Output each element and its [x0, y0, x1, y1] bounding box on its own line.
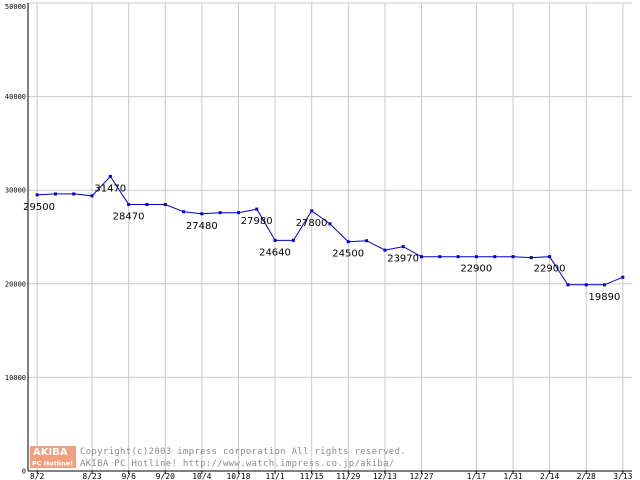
- grid: [28, 2, 632, 471]
- y-tick-label: 50000: [5, 3, 26, 11]
- x-tick-label: 9/6: [121, 472, 136, 480]
- data-label: 31470: [94, 183, 126, 194]
- data-point: [420, 255, 424, 259]
- data-label: 27980: [241, 216, 273, 227]
- data-label: 19890: [589, 292, 621, 303]
- data-point: [346, 240, 350, 244]
- x-tick-label: 1/31: [503, 472, 522, 480]
- x-tick-label: 12/27: [409, 472, 433, 480]
- data-label: 27800: [296, 218, 328, 229]
- data-point: [401, 245, 405, 249]
- data-label: 28470: [113, 212, 145, 223]
- x-tick-label: 10/18: [226, 472, 250, 480]
- akiba-logo-box: [30, 446, 76, 468]
- data-point: [584, 283, 588, 287]
- data-point: [621, 275, 625, 279]
- data-points: [35, 174, 625, 287]
- data-point: [35, 193, 39, 197]
- data-point: [529, 256, 533, 260]
- y-tick-label: 10000: [5, 374, 26, 382]
- data-labels: 29500 31470 28470 27480 27980 24640 27800 24500…: [23, 183, 620, 302]
- data-label: 22900: [460, 264, 492, 275]
- data-label: 22900: [534, 264, 566, 275]
- logo-top-text: AKIBA: [33, 447, 68, 458]
- x-tick-label: 1/17: [467, 472, 486, 480]
- data-point: [255, 207, 259, 211]
- data-label: 23970: [387, 254, 419, 265]
- x-tick-label: 12/13: [373, 472, 397, 480]
- x-tick-label: 11/29: [336, 472, 360, 480]
- footer: AKIBA PC Hotline! Copyright(c)2003 impre…: [30, 446, 406, 469]
- data-point: [493, 255, 497, 259]
- data-point: [218, 211, 222, 215]
- data-label: 27480: [186, 221, 218, 232]
- data-point: [200, 212, 204, 216]
- data-label: 24500: [332, 249, 364, 260]
- data-point: [456, 255, 460, 259]
- x-tick-label: 8/2: [30, 472, 45, 480]
- data-point: [291, 238, 295, 242]
- data-point: [511, 255, 515, 259]
- data-label: 29500: [23, 202, 55, 213]
- data-point: [72, 192, 76, 196]
- data-point: [236, 211, 240, 215]
- y-tick-label: 30000: [5, 187, 26, 195]
- x-tick-label: 3/13: [613, 472, 632, 480]
- x-tick-label: 11/1: [265, 472, 284, 480]
- x-tick-label: 8/23: [82, 472, 101, 480]
- axes: 0 10000 20000 30000 40000 50000 8/2 8/23 9/6 9/20…: [5, 3, 633, 480]
- x-tick-label: 11/15: [300, 472, 324, 480]
- data-point: [566, 283, 570, 287]
- x-tick-label: 2/14: [540, 472, 559, 480]
- data-point: [548, 255, 552, 259]
- data-point: [145, 203, 149, 207]
- x-tick-label: 10/4: [192, 472, 211, 480]
- data-point: [365, 239, 369, 243]
- data-point: [438, 255, 442, 259]
- y-tick-label: 0: [22, 468, 26, 476]
- copyright-text: Copyright(c)2003 impress corporation All…: [80, 447, 406, 457]
- data-point: [383, 248, 387, 252]
- data-label: 24640: [259, 247, 291, 258]
- data-point: [127, 203, 131, 207]
- data-point: [603, 283, 607, 287]
- data-point: [53, 192, 57, 196]
- x-tick-label: 2/28: [577, 472, 596, 480]
- data-point: [108, 174, 112, 178]
- y-tick-label: 40000: [5, 93, 26, 101]
- site-url-text: AKIBA PC Hotline! http://www.watch.impre…: [80, 459, 395, 469]
- logo-bottom-text: PC Hotline!: [32, 460, 73, 468]
- x-tick-label: 9/20: [156, 472, 175, 480]
- data-point: [474, 255, 478, 259]
- y-tick-label: 20000: [5, 280, 26, 288]
- data-point: [328, 222, 332, 226]
- data-point: [273, 238, 277, 242]
- data-point: [182, 210, 186, 214]
- data-point: [90, 194, 94, 198]
- data-point: [310, 209, 314, 213]
- data-point: [163, 203, 167, 207]
